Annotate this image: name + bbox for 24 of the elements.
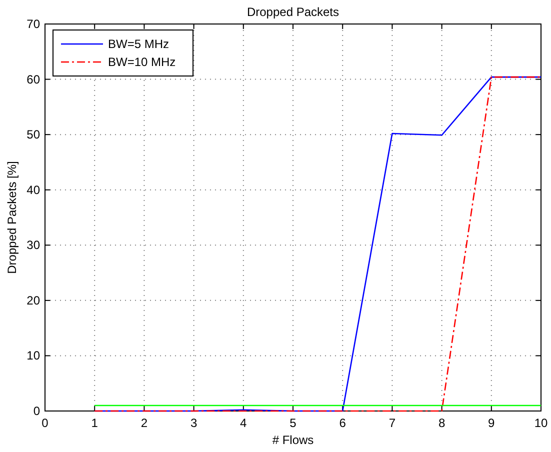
y-tick-label: 60 <box>26 72 40 86</box>
y-tick-label: 0 <box>33 404 40 418</box>
y-axis-title: Dropped Packets [%] <box>5 161 19 274</box>
x-tick-label: 4 <box>240 416 248 430</box>
x-tick-label: 7 <box>388 416 396 430</box>
x-tick-label: 8 <box>438 416 446 430</box>
x-axis-title: # Flows <box>272 433 314 447</box>
y-tick-label: 30 <box>26 238 40 252</box>
legend-label: BW=5 MHz <box>108 37 170 51</box>
x-tick-label: 1 <box>91 416 98 430</box>
y-tick-label: 20 <box>26 293 40 308</box>
legend-label: BW=10 MHz <box>108 55 176 69</box>
x-tick-label: 5 <box>290 416 297 430</box>
x-tick-label: 9 <box>488 416 496 430</box>
x-tick-label: 2 <box>140 416 148 430</box>
x-tick-label: 3 <box>190 416 198 430</box>
y-tick-label: 40 <box>26 182 40 197</box>
y-tick-label: 70 <box>26 17 40 31</box>
chart-title: Dropped Packets <box>246 5 340 19</box>
x-tick-label: 0 <box>42 416 49 430</box>
y-tick-label: 10 <box>26 348 40 363</box>
x-tick-label: 6 <box>339 416 346 430</box>
y-tick-label: 50 <box>26 128 40 142</box>
x-tick-label: 10 <box>534 416 548 430</box>
